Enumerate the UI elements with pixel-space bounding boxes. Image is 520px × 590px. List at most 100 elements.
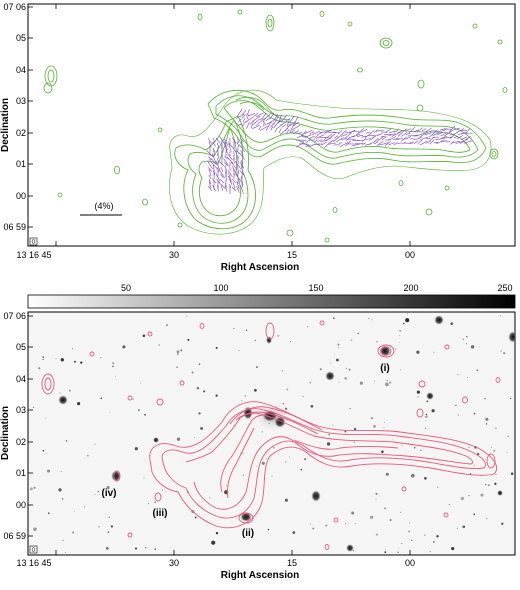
bottom-x-axis-label: Right Ascension [221,570,300,581]
star [411,474,415,478]
bottom-panel: (i) (ii) (iii) (iv) 07 06 05 04 03 02 01… [0,311,518,581]
star [389,381,391,383]
star [145,547,146,548]
star [135,447,138,450]
star [339,382,340,383]
star [111,525,113,527]
y-tick: 06 59 [3,531,26,541]
star [393,439,394,440]
x-tick: 00 [405,250,415,260]
star [30,487,33,490]
star [199,364,200,365]
star [397,552,399,554]
star [301,469,302,470]
star [287,389,289,391]
star [310,524,311,525]
star [476,369,478,371]
star [500,315,501,316]
star [409,522,410,523]
star [346,368,347,369]
x-tick: 15 [287,558,297,568]
star [466,343,467,344]
star [333,425,334,426]
star [403,323,404,324]
star [43,450,45,452]
star [473,514,475,516]
star [100,397,102,399]
star [426,400,428,402]
y-tick: 00 [16,191,26,201]
star [112,362,114,364]
star [426,414,427,415]
y-tick: 05 [16,342,26,352]
star [480,494,483,497]
star [47,470,50,473]
x-tick: 30 [169,250,179,260]
star [417,390,420,393]
star [99,526,100,527]
source-label-ii: (ii) [242,528,254,539]
star [195,517,197,519]
star [282,370,283,371]
star [215,394,217,396]
star [486,420,487,421]
star [488,485,489,486]
star [65,552,66,553]
star [271,476,272,477]
star [458,374,459,375]
star [437,486,438,487]
star [311,405,314,408]
source-label-iv: (iv) [102,488,117,499]
star [61,358,64,361]
star [304,458,306,460]
star [246,330,247,331]
star [407,314,408,315]
star [426,420,427,421]
beam-box [30,238,37,245]
star [307,326,308,327]
star [43,359,44,360]
star [256,366,258,368]
star [401,543,402,544]
colorbar-tick: 100 [213,283,228,293]
star [166,324,168,326]
star [455,405,456,406]
star [405,318,409,322]
star [262,431,263,432]
star [108,531,110,533]
star [180,350,182,352]
star [417,396,419,398]
star [479,347,480,348]
star [384,422,385,423]
star [74,511,75,512]
star [325,524,327,526]
star [360,382,363,385]
source-label-iii: (iii) [153,508,168,519]
star [186,316,187,317]
star [337,344,339,346]
star [327,442,330,445]
star [503,352,505,354]
star [507,436,509,438]
star [384,427,385,428]
x-tick: 13 16 45 [16,558,51,568]
star [344,377,347,380]
star [424,535,425,536]
star [106,547,109,550]
star [216,347,218,349]
star [338,347,339,348]
star [451,547,454,550]
star [198,412,200,414]
star [431,409,434,412]
star [285,499,288,502]
star [425,415,428,418]
star [354,428,356,430]
star [368,318,369,319]
star [256,466,257,467]
star [302,396,303,397]
star [233,328,234,329]
star [112,366,114,368]
star [386,473,389,476]
y-tick: 06 59 [3,222,26,232]
y-tick: 02 [16,128,26,138]
